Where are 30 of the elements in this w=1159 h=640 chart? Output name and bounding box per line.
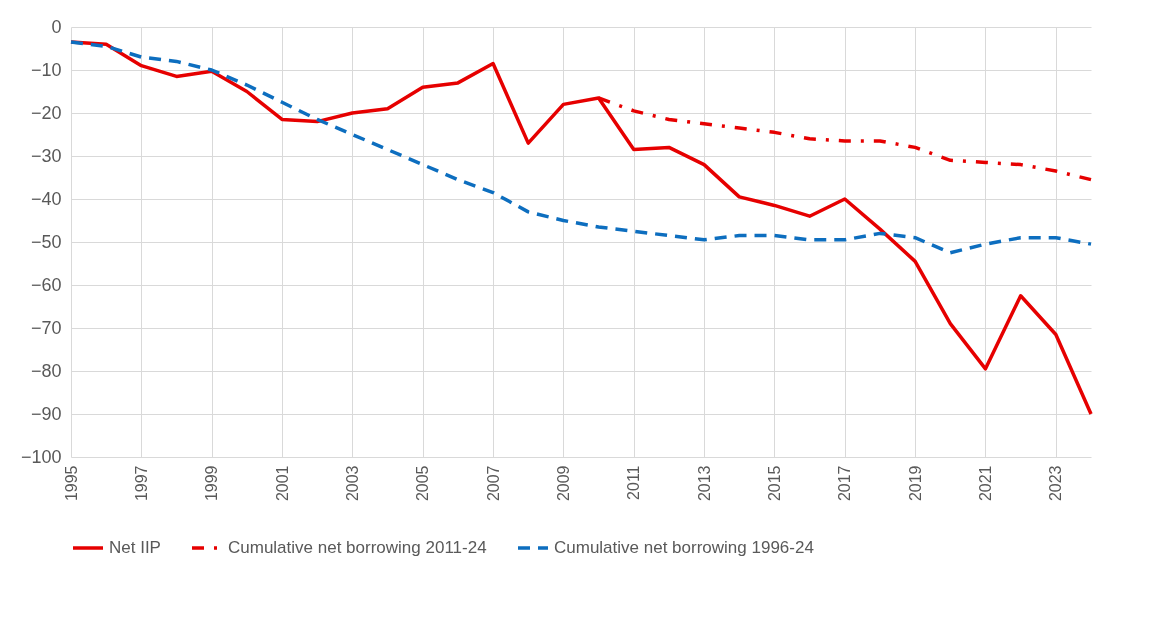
x-tick-label: 2017 bbox=[836, 465, 854, 502]
legend-label: Net IIP bbox=[109, 538, 161, 557]
y-tick-label: −10 bbox=[30, 59, 62, 80]
x-tick-label: 2003 bbox=[343, 465, 361, 502]
x-tick-label: 2013 bbox=[695, 465, 713, 502]
y-tick-label: −100 bbox=[20, 446, 62, 467]
x-tick-label: 2007 bbox=[484, 465, 502, 502]
y-tick-label: −60 bbox=[30, 274, 62, 295]
x-tick-label: 2009 bbox=[554, 465, 572, 502]
line-series bbox=[69, 40, 1093, 255]
y-tick-label: −40 bbox=[30, 188, 62, 209]
x-tick-label: 2001 bbox=[273, 465, 291, 502]
x-tick-label: 2005 bbox=[414, 465, 432, 502]
x-tick-label: 2019 bbox=[906, 465, 924, 502]
y-tick-label: −30 bbox=[30, 145, 62, 166]
y-tick-label: −80 bbox=[30, 360, 62, 381]
y-tick-label: −50 bbox=[30, 231, 62, 252]
x-tick-label: 1997 bbox=[132, 465, 150, 502]
y-tick-label: −90 bbox=[30, 403, 62, 424]
y-tick-label: −70 bbox=[30, 317, 62, 338]
x-tick-label: 2011 bbox=[625, 465, 643, 500]
y-tick-label: −20 bbox=[30, 102, 62, 123]
legend-label: Cumulative net borrowing 2011-24 bbox=[228, 538, 487, 557]
legend-label: Cumulative net borrowing 1996-24 bbox=[554, 538, 814, 557]
x-tick-label: 2023 bbox=[1047, 465, 1065, 502]
x-tick-label: 1995 bbox=[62, 465, 80, 502]
x-tick-label: 2015 bbox=[765, 465, 783, 502]
x-tick-label: 2021 bbox=[976, 465, 994, 502]
x-tick-label: 1999 bbox=[203, 465, 221, 502]
y-tick-label: 0 bbox=[51, 16, 62, 37]
